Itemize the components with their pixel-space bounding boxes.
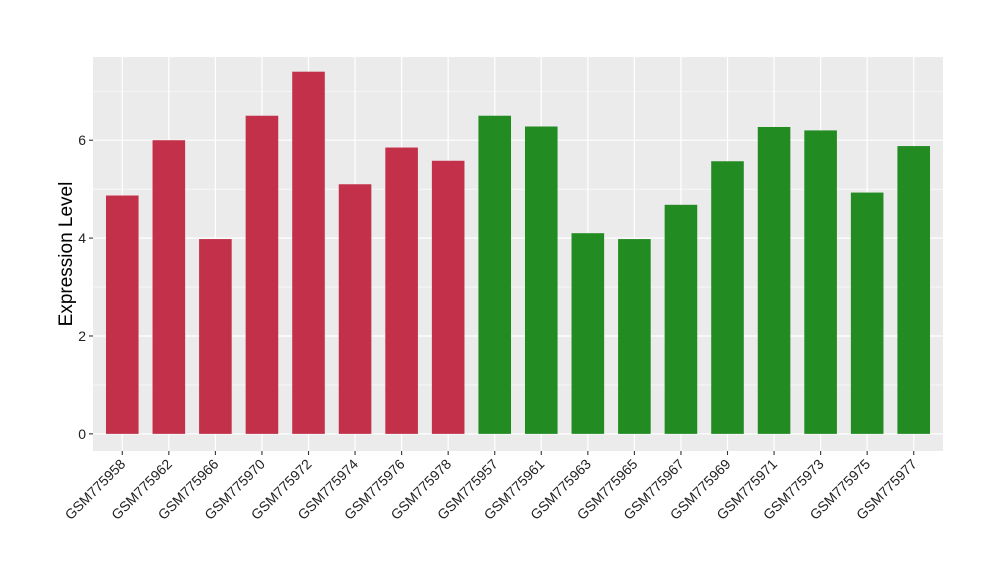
- bar-GSM775965: [618, 239, 651, 434]
- bar-GSM775975: [850, 192, 884, 434]
- y-tick-label: 6: [78, 132, 86, 148]
- bar-GSM775976: [385, 147, 418, 434]
- bar-GSM775970: [245, 115, 279, 434]
- bars: [105, 71, 931, 434]
- bar-GSM775962: [152, 140, 186, 434]
- bar-GSM775978: [431, 160, 465, 434]
- bar-GSM775961: [524, 126, 558, 434]
- bar-GSM775966: [199, 239, 232, 434]
- bar-GSM775977: [897, 146, 931, 434]
- x-axis: GSM775958GSM775962GSM775966GSM775970GSM7…: [62, 451, 920, 523]
- bar-GSM775957: [478, 115, 512, 434]
- y-axis-label: Expression Level: [56, 182, 77, 327]
- bar-GSM775971: [757, 126, 791, 434]
- y-tick-label: 4: [78, 230, 86, 246]
- bar-GSM775963: [571, 233, 605, 434]
- y-tick-label: 2: [78, 328, 86, 344]
- y-tick-label: 0: [78, 426, 86, 442]
- bar-GSM775958: [105, 195, 139, 434]
- bar-GSM775967: [664, 204, 698, 434]
- bar-GSM775974: [338, 184, 372, 434]
- plot-panel: [93, 57, 943, 451]
- bar-GSM775973: [804, 130, 837, 434]
- bar-GSM775972: [292, 71, 325, 434]
- bar-GSM775969: [711, 161, 744, 434]
- y-axis: 0 2 4 6: [78, 132, 93, 442]
